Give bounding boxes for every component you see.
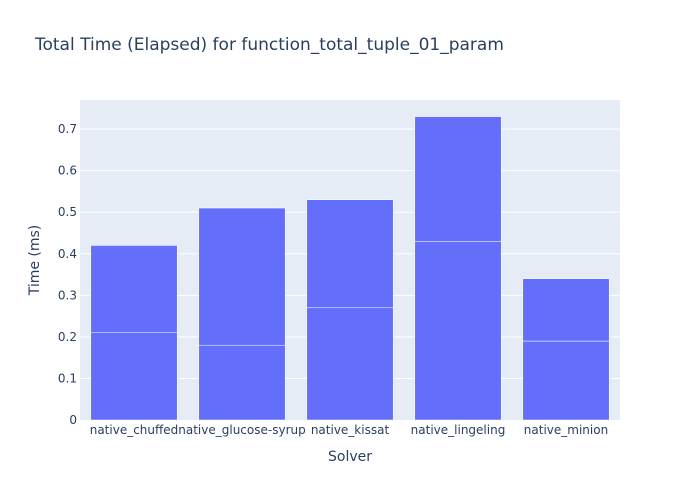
x-tick-label: native_kissat bbox=[311, 423, 390, 437]
bars bbox=[90, 116, 610, 421]
y-tick-label: 0.1 bbox=[58, 371, 77, 385]
y-tick-label: 0.3 bbox=[58, 288, 77, 302]
bar-segment bbox=[198, 344, 286, 421]
bar-segment bbox=[522, 340, 610, 421]
bar-segment bbox=[414, 241, 502, 421]
y-tick-label: 0.5 bbox=[58, 205, 77, 219]
y-axis-title: Time (ms) bbox=[27, 225, 43, 297]
y-tick-label: 0.2 bbox=[58, 330, 77, 344]
x-tick-label: native_lingeling bbox=[411, 423, 506, 437]
y-tick-label: 0 bbox=[69, 413, 77, 427]
chart-title: Total Time (Elapsed) for function_total_… bbox=[34, 35, 504, 55]
x-tick-label: native_chuffed bbox=[90, 423, 179, 437]
bar-segment bbox=[198, 207, 286, 346]
x-axis-title: Solver bbox=[328, 449, 372, 465]
bar-segment bbox=[90, 332, 178, 421]
x-tick-labels: native_chuffed native_glucose-syrup native… bbox=[90, 423, 608, 437]
bar-segment bbox=[306, 307, 394, 421]
y-tick-label: 0.7 bbox=[58, 122, 77, 136]
bar-segment bbox=[414, 116, 502, 242]
y-tick-labels: 0 0.1 0.2 0.3 0.4 0.5 0.6 0.7 bbox=[58, 122, 77, 427]
y-tick-label: 0.4 bbox=[58, 247, 77, 261]
bar-segment bbox=[90, 245, 178, 333]
bar-segment bbox=[522, 278, 610, 342]
y-tick-label: 0.6 bbox=[58, 164, 77, 178]
bar-segment bbox=[306, 199, 394, 309]
x-tick-label: native_minion bbox=[524, 423, 608, 437]
x-tick-label: native_glucose-syrup bbox=[178, 423, 305, 437]
